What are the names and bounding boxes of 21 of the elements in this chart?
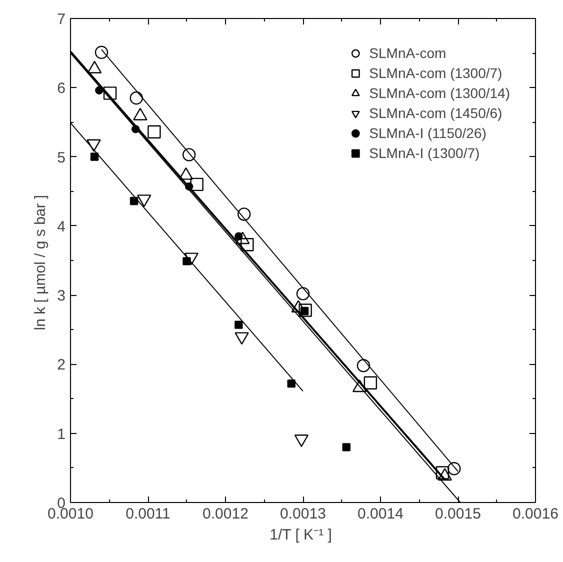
- y-tick-label: 2: [57, 356, 66, 374]
- y-tick-label: 5: [57, 149, 66, 166]
- x-tick-label: 0.0013: [280, 506, 326, 522]
- y-axis-title: ln k [ µmol / g s bar ]: [32, 194, 50, 330]
- y-tick-label: 1: [57, 426, 66, 443]
- legend-label: SLMnA-I (1150/26): [369, 124, 486, 142]
- legend-label: SLMnA-com (1300/7): [369, 64, 502, 82]
- y-tick-label: 7: [57, 11, 66, 28]
- x-tick-label: 0.0012: [202, 506, 248, 522]
- x-axis-title: 1/T [ K⁻¹ ]: [270, 526, 332, 544]
- y-tick-label: 4: [57, 218, 66, 236]
- legend-label: SLMnA-I (1300/7): [369, 144, 480, 162]
- x-tick-label: 0.0011: [126, 506, 170, 522]
- legend-label: SLMnA-com (1300/14): [369, 84, 510, 102]
- x-tick-label: 0.0014: [358, 506, 404, 522]
- legend-label: SLMnA-com: [369, 44, 446, 62]
- y-tick-label: 6: [57, 80, 66, 98]
- legend-label: SLMnA-com (1450/6): [369, 104, 502, 122]
- y-tick-label: 3: [57, 288, 66, 305]
- x-tick-label: 0.0015: [435, 506, 481, 522]
- x-tick-label: 0.0016: [512, 506, 558, 522]
